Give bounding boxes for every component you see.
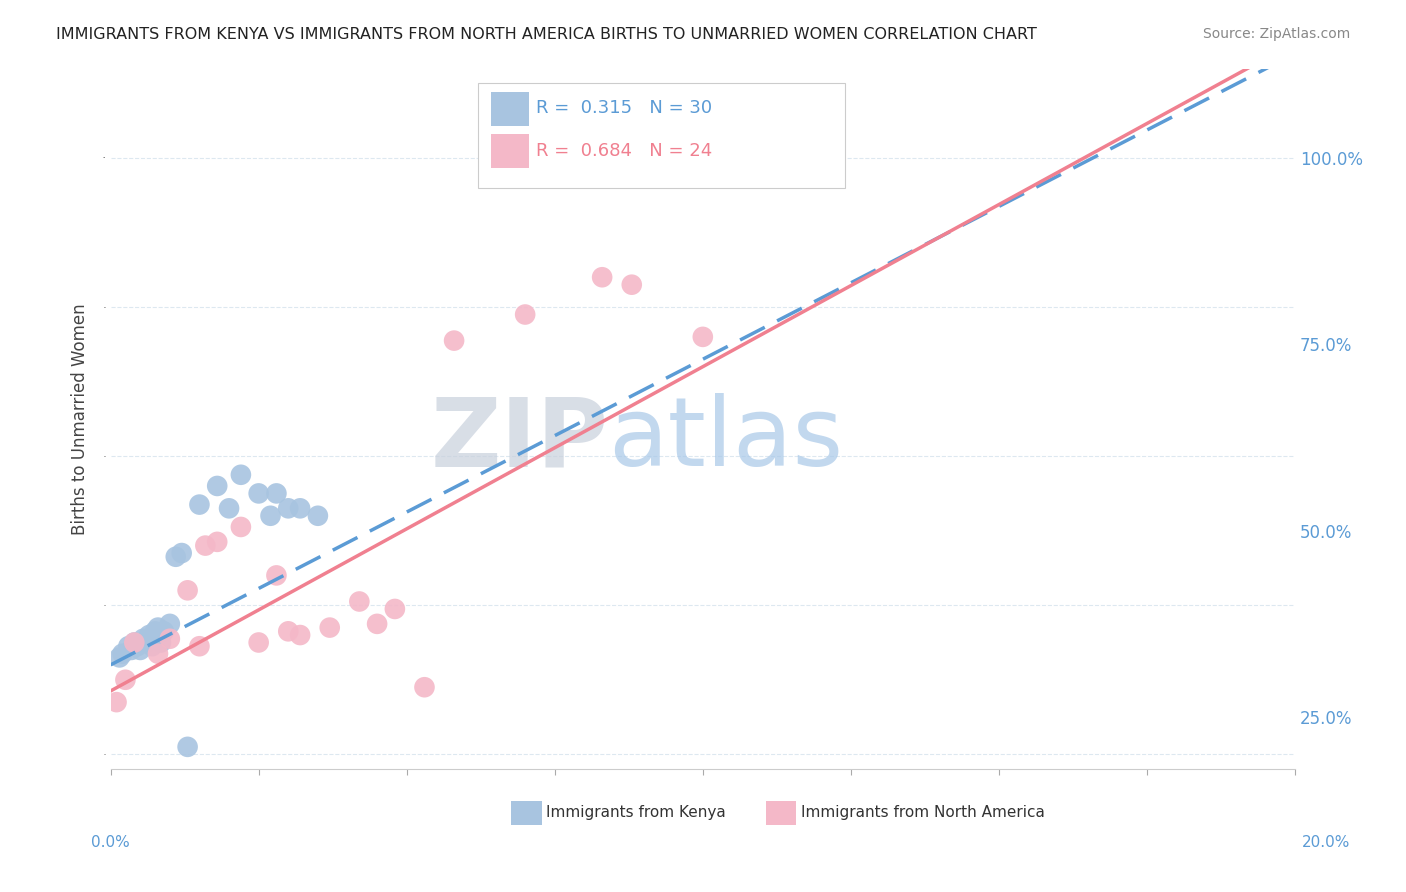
Point (108, 650, 131, 665)
Point (413, 680, 436, 694)
Point (146, 621, 169, 635)
Point (515, 308, 537, 322)
Point (146, 647, 169, 661)
Point (384, 602, 406, 616)
Point (229, 520, 252, 534)
Point (366, 616, 388, 631)
Point (247, 486, 270, 500)
Point (277, 624, 299, 639)
Point (591, 270, 613, 285)
Point (176, 739, 198, 754)
Point (105, 695, 128, 709)
Point (124, 635, 146, 649)
Text: R =  0.684   N = 24: R = 0.684 N = 24 (536, 142, 711, 160)
Point (149, 635, 172, 649)
Point (266, 486, 288, 500)
Point (153, 624, 176, 639)
Point (135, 635, 157, 649)
Text: IMMIGRANTS FROM KENYA VS IMMIGRANTS FROM NORTH AMERICA BIRTHS TO UNMARRIED WOMEN: IMMIGRANTS FROM KENYA VS IMMIGRANTS FROM… (56, 27, 1038, 42)
Text: 0.0%: 0.0% (91, 836, 131, 850)
Point (176, 583, 198, 598)
Point (288, 501, 311, 516)
Point (120, 643, 142, 657)
Point (159, 632, 181, 646)
Point (288, 628, 311, 642)
Point (277, 501, 299, 516)
Point (170, 546, 193, 560)
Point (188, 498, 211, 512)
Point (188, 639, 211, 653)
Point (259, 508, 281, 523)
Point (349, 594, 371, 608)
Y-axis label: Births to Unmarried Women: Births to Unmarried Women (72, 303, 89, 534)
Point (205, 534, 228, 549)
Point (127, 639, 149, 653)
Text: Source: ZipAtlas.com: Source: ZipAtlas.com (1202, 27, 1350, 41)
Point (141, 639, 163, 653)
Point (307, 508, 329, 523)
Point (138, 628, 160, 642)
Point (266, 568, 288, 582)
Text: ZIP: ZIP (430, 393, 607, 486)
Point (247, 635, 270, 649)
Text: Immigrants from Kenya: Immigrants from Kenya (547, 805, 727, 820)
FancyBboxPatch shape (491, 92, 529, 126)
Point (205, 479, 228, 493)
Text: R =  0.315   N = 30: R = 0.315 N = 30 (536, 100, 711, 118)
Text: Immigrants from North America: Immigrants from North America (801, 805, 1045, 820)
FancyBboxPatch shape (766, 801, 796, 824)
Point (692, 330, 714, 344)
Text: atlas: atlas (607, 393, 844, 486)
Point (443, 334, 465, 348)
Point (129, 643, 152, 657)
FancyBboxPatch shape (478, 83, 845, 187)
Text: 20.0%: 20.0% (1302, 836, 1350, 850)
Point (194, 539, 217, 553)
Point (143, 624, 166, 639)
Point (408, 874, 430, 888)
FancyBboxPatch shape (491, 134, 529, 168)
Point (319, 621, 342, 635)
Point (111, 647, 134, 661)
FancyBboxPatch shape (510, 801, 541, 824)
Point (229, 467, 252, 482)
Point (159, 616, 181, 631)
Point (620, 277, 643, 292)
Point (165, 549, 187, 564)
Point (124, 635, 146, 649)
Point (114, 673, 136, 687)
Point (218, 501, 240, 516)
Point (117, 639, 139, 653)
Point (132, 632, 155, 646)
